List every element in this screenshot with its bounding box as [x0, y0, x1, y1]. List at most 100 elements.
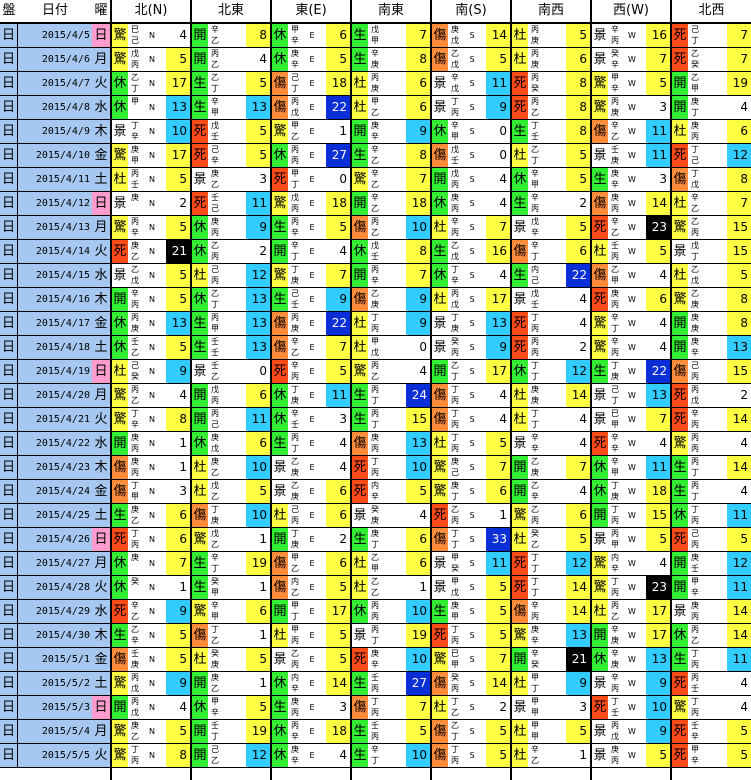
- score-value: 16: [486, 240, 510, 263]
- cell-south: 傷戊壬 S 0: [432, 144, 510, 167]
- door-label: 傷: [352, 288, 368, 311]
- door-label: 生: [352, 24, 368, 47]
- cell-southeast: 生丙丁 24: [352, 384, 430, 407]
- door-label: 杜: [432, 288, 448, 311]
- cell-north: 休甲 N 13: [112, 96, 190, 119]
- door-label: 休: [112, 72, 128, 95]
- stems-label: 丙乙: [131, 385, 139, 405]
- cell-northwest: 驚丁丙 4: [672, 696, 751, 719]
- stems-label: 丙乙: [691, 625, 699, 645]
- direction-mark: N: [149, 583, 155, 592]
- weekday-cell: 土: [92, 168, 110, 191]
- score-value: 4: [646, 264, 670, 287]
- direction-mark: W: [628, 751, 636, 760]
- cell-south: 休丁辛 S 4: [432, 264, 510, 287]
- direction-mark: N: [149, 463, 155, 472]
- date-cell: 2015/4/14: [18, 240, 92, 263]
- weekday-cell: 月: [92, 552, 110, 575]
- stems-label: 丙甲: [211, 313, 219, 333]
- cell-south: 傷丁丁 S 33: [432, 528, 510, 551]
- date-cell: 2015/5/4: [18, 720, 92, 743]
- door-label: 驚: [512, 624, 528, 647]
- weekday-cell: 水: [92, 600, 110, 623]
- direction-mark: W: [628, 415, 636, 424]
- stems-label: 丙戊: [691, 385, 699, 405]
- direction-mark: [704, 144, 720, 167]
- score-value: 6: [326, 480, 350, 503]
- score-value: 27: [326, 144, 350, 167]
- score-value: 3: [246, 168, 270, 191]
- cell-northwest: 杜庚丙 6: [672, 120, 751, 143]
- score-value: 5: [326, 48, 350, 71]
- cell-east: 開辛丁 E 4: [272, 240, 350, 263]
- weekday-cell: 木: [92, 288, 110, 311]
- door-label: 傷: [272, 336, 288, 359]
- cell-southwest: 杜丙庚 5: [512, 24, 590, 47]
- door-label: 驚: [672, 432, 688, 455]
- stems-label: 壬乙: [131, 337, 139, 357]
- door-label: 死: [272, 168, 288, 191]
- direction-mark: [704, 720, 720, 743]
- cell-southeast: 驚辛乙 7: [352, 168, 430, 191]
- direction-mark: W: [628, 511, 636, 520]
- cell-southeast: 死庚辛 10: [352, 648, 430, 671]
- door-label: 杜: [272, 624, 288, 647]
- direction-mark: [704, 120, 720, 143]
- pan-cell: 日: [0, 432, 18, 455]
- direction-mark: [544, 744, 560, 767]
- door-label: 杜: [512, 672, 528, 695]
- direction-mark: [384, 480, 400, 503]
- direction-mark: [224, 144, 240, 167]
- direction-mark: [704, 168, 720, 191]
- score-value: 5: [166, 288, 190, 311]
- score-value: 3: [326, 408, 350, 431]
- cell-northwest: 景庚丙 14: [672, 600, 751, 623]
- stems-label: 己丙: [691, 529, 699, 549]
- stems-label: 庚: [131, 193, 139, 202]
- cell-southeast: 開辛乙 18: [352, 192, 430, 215]
- stems-label: 己乙: [211, 745, 219, 765]
- score-value: 18: [326, 72, 350, 95]
- direction-mark: S: [469, 127, 475, 136]
- direction-mark: [384, 648, 400, 671]
- score-value: 9: [406, 312, 430, 335]
- score-value: 9: [486, 96, 510, 119]
- door-label: 驚: [592, 72, 608, 95]
- door-label: 景: [112, 120, 128, 143]
- score-value: 4: [646, 552, 670, 575]
- door-label: 休: [592, 648, 608, 671]
- row-divider: [0, 47, 751, 48]
- stems-label: 丁丁: [531, 361, 539, 381]
- stems-label: 丁壬: [531, 121, 539, 141]
- door-label: 傷: [432, 744, 448, 767]
- row-divider: [0, 383, 751, 384]
- door-label: 生: [672, 456, 688, 479]
- score-value: 8: [406, 144, 430, 167]
- table-row: 日 2015/4/21 火驚丁辛 N 8 開丙己 11 休辛壬 E 3 生丙丁 15 傷丁丙 S 4 杜丁丁 4…: [0, 408, 751, 432]
- score-value: 14: [727, 456, 751, 479]
- direction-mark: [224, 576, 240, 599]
- cell-northeast: 生辛丁 19: [192, 552, 270, 575]
- header-pan: 盤: [0, 0, 18, 22]
- door-label: 驚: [112, 216, 128, 239]
- stems-label: 巳己: [131, 25, 139, 45]
- direction-mark: [544, 288, 560, 311]
- score-value: 5: [166, 336, 190, 359]
- door-label: 景: [592, 24, 608, 47]
- direction-mark: N: [149, 703, 155, 712]
- score-value: 17: [646, 600, 670, 623]
- pan-cell: 日: [0, 168, 18, 191]
- date-cell: 2015/4/29: [18, 600, 92, 623]
- direction-mark: N: [149, 103, 155, 112]
- score-value: 6: [246, 600, 270, 623]
- cell-east: 開甲丁 E 17: [272, 600, 350, 623]
- direction-mark: [544, 480, 560, 503]
- stems-label: 庚丙: [371, 433, 379, 453]
- pan-cell: 日: [0, 648, 18, 671]
- cell-north: 生乙辛 N 5: [112, 624, 190, 647]
- direction-mark: N: [149, 295, 155, 304]
- stems-label: 己癸: [131, 361, 139, 381]
- stems-label: 辛乙: [531, 745, 539, 765]
- stems-label: 丙壬: [691, 673, 699, 693]
